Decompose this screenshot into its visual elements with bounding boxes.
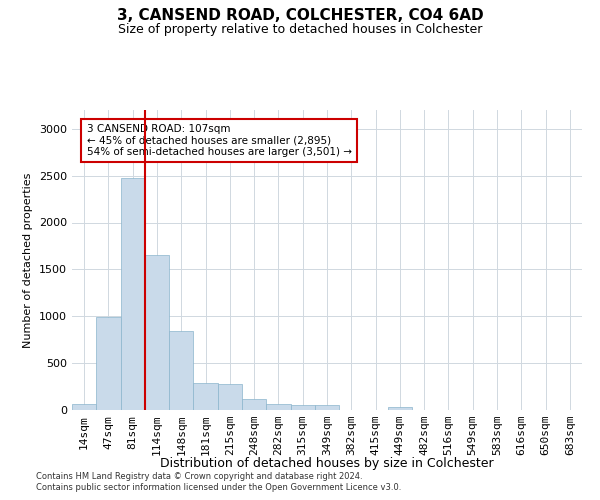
Text: 3 CANSEND ROAD: 107sqm
← 45% of detached houses are smaller (2,895)
54% of semi-: 3 CANSEND ROAD: 107sqm ← 45% of detached… — [86, 124, 352, 158]
Bar — [218, 384, 242, 410]
Bar — [96, 317, 121, 410]
Bar — [266, 404, 290, 410]
Text: Contains HM Land Registry data © Crown copyright and database right 2024.: Contains HM Land Registry data © Crown c… — [36, 472, 362, 481]
Bar — [72, 404, 96, 410]
Bar — [193, 383, 218, 410]
Bar — [290, 406, 315, 410]
Bar — [169, 331, 193, 410]
Text: Size of property relative to detached houses in Colchester: Size of property relative to detached ho… — [118, 22, 482, 36]
Text: 3, CANSEND ROAD, COLCHESTER, CO4 6AD: 3, CANSEND ROAD, COLCHESTER, CO4 6AD — [116, 8, 484, 22]
Bar — [388, 406, 412, 410]
Bar — [145, 256, 169, 410]
Text: Distribution of detached houses by size in Colchester: Distribution of detached houses by size … — [160, 458, 494, 470]
Bar — [242, 399, 266, 410]
Bar — [121, 178, 145, 410]
Bar — [315, 405, 339, 410]
Text: Contains public sector information licensed under the Open Government Licence v3: Contains public sector information licen… — [36, 484, 401, 492]
Y-axis label: Number of detached properties: Number of detached properties — [23, 172, 34, 348]
